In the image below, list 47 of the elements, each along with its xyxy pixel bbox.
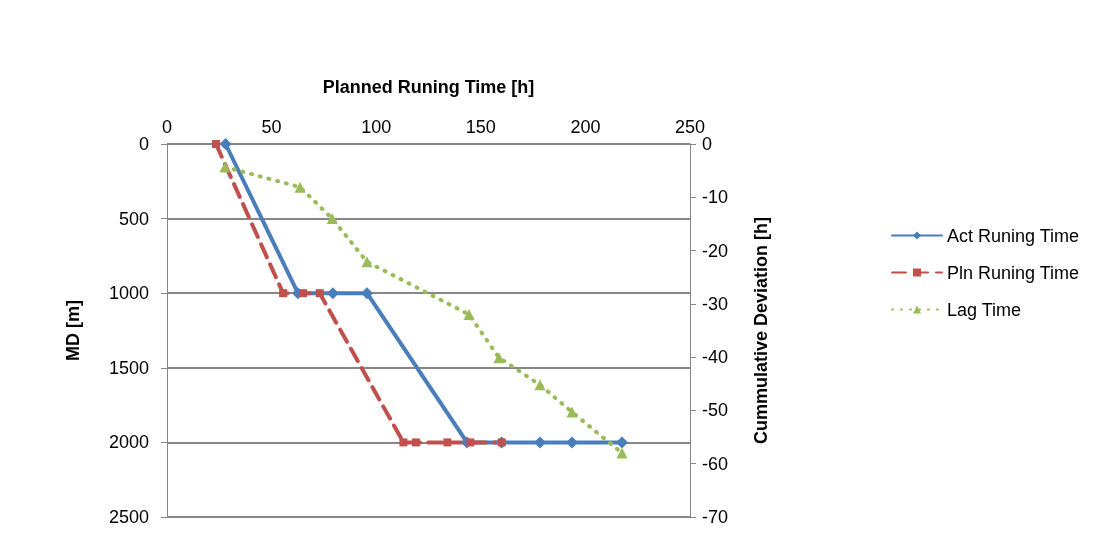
point <box>326 213 338 225</box>
point <box>315 289 324 298</box>
point <box>219 138 232 150</box>
point <box>294 181 306 193</box>
point <box>463 309 475 321</box>
y2-tick-label: -40 <box>702 347 729 368</box>
point <box>534 436 546 449</box>
y2-tick-label: -60 <box>702 453 729 474</box>
point <box>219 161 231 173</box>
point <box>566 406 578 418</box>
x-tick-label: 0 <box>161 117 173 137</box>
y-tick-label: 500 <box>118 208 149 229</box>
point <box>534 379 546 391</box>
y-axis-title: MD [m] <box>63 300 83 361</box>
y-tick-label: 2000 <box>108 432 149 453</box>
legend-label: Pln Runing Time <box>947 262 1080 283</box>
x-tick-label: 150 <box>465 117 496 137</box>
x-axis-title: Planned Runing Time [h] <box>322 77 535 97</box>
y-tick-label: 2500 <box>108 507 149 527</box>
y2-tick-label: -70 <box>702 507 729 527</box>
y2-axis-title: Cummulative Deviation [h] <box>751 216 771 445</box>
y2-tick-label: -30 <box>702 293 729 314</box>
y2-tick-label: -10 <box>702 187 729 208</box>
y2-tick-label: -20 <box>702 240 729 261</box>
point <box>399 438 408 447</box>
legend-label: Lag Time <box>947 299 1022 320</box>
x-tick-label: 200 <box>570 117 601 137</box>
y-tick-label: 0 <box>138 134 149 154</box>
point <box>361 256 373 268</box>
point <box>466 438 475 447</box>
point <box>411 438 420 447</box>
point <box>361 287 373 300</box>
point <box>493 352 505 364</box>
point <box>443 438 452 447</box>
point <box>279 289 288 298</box>
x-tick-label: 50 <box>261 117 282 137</box>
y-tick-label: 1500 <box>108 357 149 378</box>
legend-label: Act Runing Time <box>947 225 1080 246</box>
y2-tick-label: 0 <box>702 134 713 154</box>
y-tick-label: 1000 <box>108 283 149 304</box>
y2-tick-label: -50 <box>702 400 729 421</box>
point <box>616 436 629 449</box>
x-tick-label: 250 <box>674 117 706 137</box>
point <box>211 140 220 148</box>
point <box>298 289 307 298</box>
x-tick-label: 100 <box>361 117 392 137</box>
point <box>616 447 628 459</box>
